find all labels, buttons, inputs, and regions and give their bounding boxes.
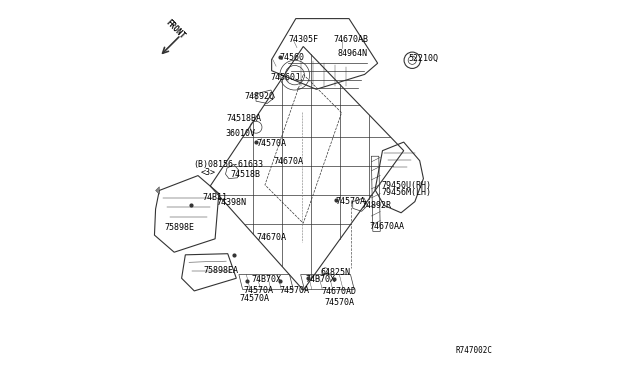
Polygon shape <box>156 187 159 194</box>
Text: 74B70X: 74B70X <box>306 275 336 283</box>
Text: 52210Q: 52210Q <box>408 54 438 63</box>
Text: 74570A: 74570A <box>335 198 365 206</box>
Text: 74B70X: 74B70X <box>251 275 281 283</box>
Text: 74398N: 74398N <box>216 198 246 207</box>
Text: 74670AD: 74670AD <box>322 287 357 296</box>
Text: 74570A: 74570A <box>239 294 269 303</box>
Text: 74518B: 74518B <box>230 170 260 179</box>
Text: 74560J: 74560J <box>271 73 301 82</box>
Text: 74892Q: 74892Q <box>245 92 275 100</box>
Text: 74518BA: 74518BA <box>227 114 261 123</box>
Text: 79450U(RH): 79450U(RH) <box>381 181 431 190</box>
Text: 75898E: 75898E <box>164 223 195 232</box>
Text: R747002C: R747002C <box>456 346 493 355</box>
Text: 74670A: 74670A <box>273 157 303 166</box>
Text: 74570A: 74570A <box>256 139 286 148</box>
Text: 36010V: 36010V <box>225 129 255 138</box>
Text: 74670AB: 74670AB <box>333 35 368 44</box>
Text: 74570A: 74570A <box>280 286 310 295</box>
Text: 74305F: 74305F <box>289 35 318 44</box>
Text: 74892R: 74892R <box>362 201 392 210</box>
Text: 84964N: 84964N <box>338 49 368 58</box>
Text: (B)08156-61633: (B)08156-61633 <box>193 160 263 169</box>
Text: 74670AA: 74670AA <box>369 222 404 231</box>
Text: 74560: 74560 <box>280 53 305 62</box>
Text: 75898EA: 75898EA <box>204 266 239 275</box>
Text: 64825N: 64825N <box>321 268 351 277</box>
Text: 79456M(LH): 79456M(LH) <box>381 188 431 197</box>
Text: FRONT: FRONT <box>164 18 187 41</box>
Text: 74570A: 74570A <box>324 298 355 307</box>
Text: 74670A: 74670A <box>256 233 286 242</box>
Text: 74570A: 74570A <box>244 286 274 295</box>
Text: 74B11: 74B11 <box>203 193 228 202</box>
Text: <3>: <3> <box>200 168 215 177</box>
